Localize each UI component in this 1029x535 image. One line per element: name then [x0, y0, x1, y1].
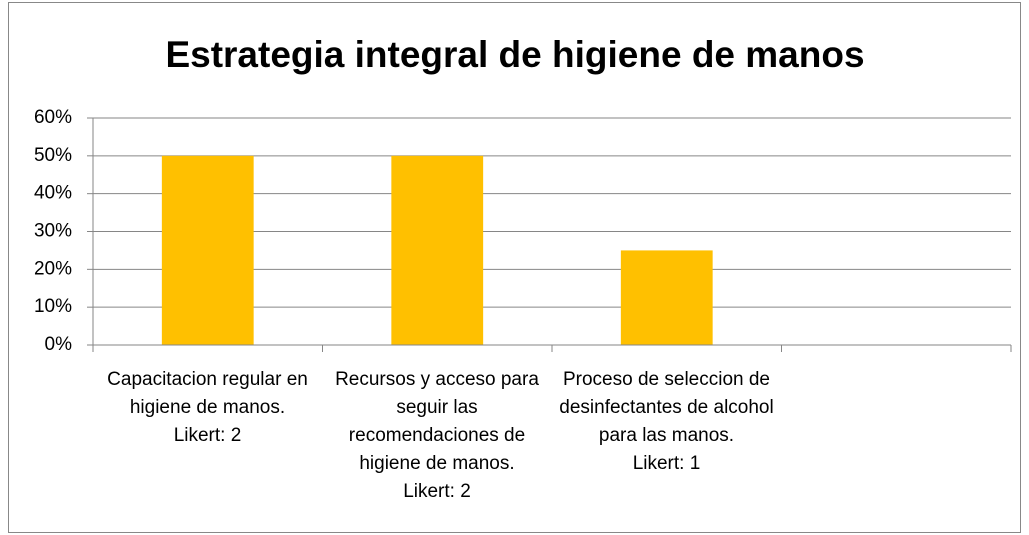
x-tick-label: Recursos y acceso para seguir las recome…: [335, 369, 539, 502]
bar: [161, 155, 254, 345]
y-tick-label: 10%: [34, 296, 72, 317]
bar: [620, 250, 713, 345]
y-tick-label: 60%: [34, 107, 72, 128]
chart-title: Estrategia integral de higiene de manos: [165, 34, 864, 75]
y-tick-label: 40%: [34, 183, 72, 204]
y-tick-label: 20%: [34, 258, 72, 279]
bar: [391, 155, 484, 345]
y-tick-label: 50%: [34, 145, 72, 166]
y-tick-label: 0%: [45, 334, 73, 355]
y-tick-label: 30%: [34, 221, 72, 242]
x-tick-label: Capacitacion regular en higiene de manos…: [107, 369, 308, 446]
x-tick-label: Proceso de seleccion de desinfectantes d…: [559, 369, 774, 474]
